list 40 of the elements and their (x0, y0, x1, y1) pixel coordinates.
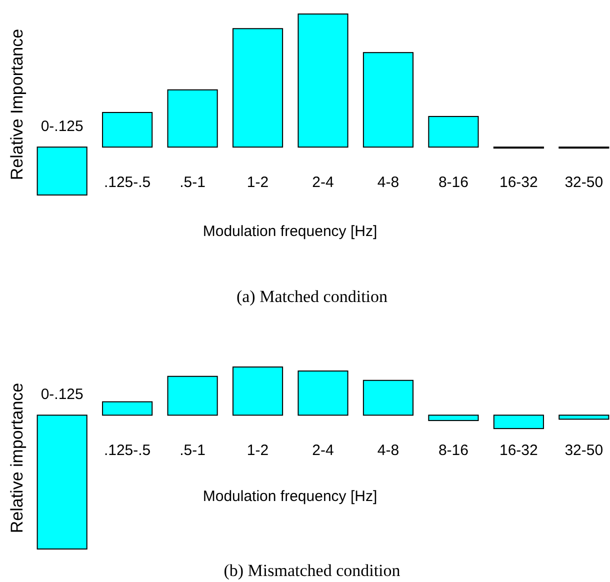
bar (232, 366, 284, 416)
x-tick-label: .125-.5 (104, 174, 151, 192)
x-tick-label: 32-50 (564, 442, 604, 460)
bar (36, 146, 88, 196)
bar (428, 116, 479, 148)
bar (558, 414, 610, 420)
bar (362, 52, 414, 148)
x-tick-label: 8-16 (438, 174, 468, 192)
x-tick-label: 16-32 (499, 174, 538, 192)
x-tick-label: 2-4 (312, 442, 334, 460)
bar (298, 14, 348, 148)
text: (b) Mismatched condition (224, 560, 401, 580)
bar (232, 28, 284, 148)
y-axis-title: Relative importance (7, 382, 26, 534)
bar (428, 414, 479, 422)
x-tick-label: 32-50 (564, 174, 604, 192)
x-tick-label: 2-4 (312, 174, 334, 192)
x-tick-label: 0-.125 (40, 386, 84, 404)
bar (298, 370, 348, 416)
bar (102, 112, 153, 148)
bar (167, 376, 218, 416)
text: (a) Matched condition (236, 286, 388, 306)
x-tick-label: 16-32 (499, 442, 538, 460)
x-axis-title: Modulation frequency [Hz] (202, 488, 378, 505)
x-tick-label: 4-8 (377, 442, 400, 460)
x-tick-label: 1-2 (246, 442, 269, 460)
bar (167, 89, 218, 148)
y-axis-title: Relative Importance (7, 28, 26, 180)
bar (493, 414, 544, 430)
bar (102, 401, 153, 416)
x-tick-label: 4-8 (377, 174, 400, 192)
x-tick-label: 0-.125 (40, 118, 84, 136)
bar (362, 380, 414, 416)
x-axis-title: Modulation frequency [Hz] (202, 222, 378, 240)
x-tick-label: 1-2 (246, 174, 269, 192)
x-tick-label: .5-1 (180, 442, 206, 460)
x-tick-label: .125-.5 (104, 442, 151, 460)
bar (36, 414, 88, 550)
x-tick-label: 8-16 (438, 442, 468, 460)
x-tick-label: .5-1 (180, 174, 206, 192)
